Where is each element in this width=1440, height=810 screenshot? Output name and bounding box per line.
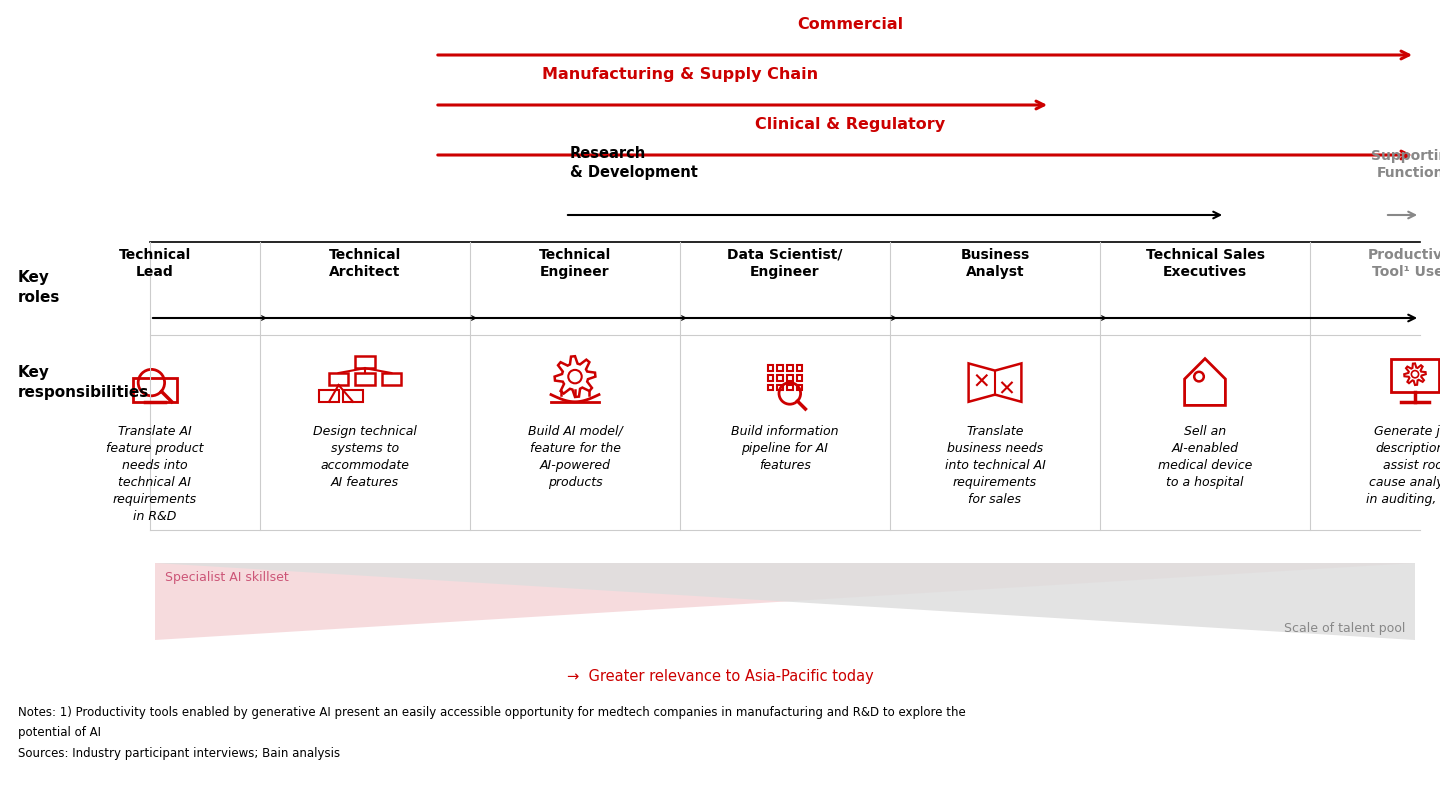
- Text: Commercial: Commercial: [796, 17, 903, 32]
- Text: Data Scientist/
Engineer: Data Scientist/ Engineer: [727, 248, 842, 279]
- FancyBboxPatch shape: [778, 375, 783, 381]
- FancyBboxPatch shape: [768, 385, 773, 390]
- FancyBboxPatch shape: [768, 365, 773, 371]
- FancyBboxPatch shape: [778, 385, 783, 390]
- FancyBboxPatch shape: [343, 390, 363, 402]
- Text: potential of AI: potential of AI: [17, 726, 101, 739]
- FancyBboxPatch shape: [786, 365, 792, 371]
- FancyBboxPatch shape: [356, 373, 374, 385]
- Text: Technical Sales
Executives: Technical Sales Executives: [1145, 248, 1264, 279]
- FancyBboxPatch shape: [328, 373, 348, 385]
- Text: Build information
pipeline for AI
features: Build information pipeline for AI featur…: [732, 425, 838, 472]
- Text: Technical
Engineer: Technical Engineer: [539, 248, 611, 279]
- FancyBboxPatch shape: [320, 390, 338, 402]
- FancyBboxPatch shape: [768, 375, 773, 381]
- Text: Translate AI
feature product
needs into
technical AI
requirements
in R&D: Translate AI feature product needs into …: [107, 425, 203, 523]
- Polygon shape: [156, 563, 1416, 640]
- Text: →  Greater relevance to Asia-Pacific today: → Greater relevance to Asia-Pacific toda…: [566, 668, 874, 684]
- Text: Sell an
AI-enabled
medical device
to a hospital: Sell an AI-enabled medical device to a h…: [1158, 425, 1253, 489]
- Text: Translate
business needs
into technical AI
requirements
for sales: Translate business needs into technical …: [945, 425, 1045, 506]
- Text: Design technical
systems to
accommodate
AI features: Design technical systems to accommodate …: [312, 425, 418, 489]
- FancyBboxPatch shape: [786, 385, 792, 390]
- Text: Generate job
descriptions,
assist root
cause analysis
in auditing, etc.: Generate job descriptions, assist root c…: [1367, 425, 1440, 506]
- FancyBboxPatch shape: [786, 375, 792, 381]
- Polygon shape: [156, 563, 1416, 640]
- FancyBboxPatch shape: [382, 373, 400, 385]
- Text: Technical
Lead: Technical Lead: [120, 248, 192, 279]
- FancyBboxPatch shape: [134, 377, 177, 402]
- FancyBboxPatch shape: [356, 356, 374, 369]
- Text: Manufacturing & Supply Chain: Manufacturing & Supply Chain: [541, 67, 818, 82]
- Text: Specialist AI skillset: Specialist AI skillset: [166, 571, 289, 584]
- Text: Clinical & Regulatory: Clinical & Regulatory: [755, 117, 945, 132]
- Text: Sources: Industry participant interviews; Bain analysis: Sources: Industry participant interviews…: [17, 747, 340, 760]
- Text: Build AI model/
feature for the
AI-powered
products: Build AI model/ feature for the AI-power…: [527, 425, 622, 489]
- Text: Scale of talent pool: Scale of talent pool: [1283, 622, 1405, 635]
- Text: Supporting
Functions: Supporting Functions: [1371, 149, 1440, 180]
- Text: Business
Analyst: Business Analyst: [960, 248, 1030, 279]
- FancyBboxPatch shape: [1391, 359, 1439, 392]
- FancyBboxPatch shape: [778, 365, 783, 371]
- Text: Key
roles: Key roles: [17, 270, 60, 305]
- Text: Research
& Development: Research & Development: [570, 147, 698, 180]
- Text: Key
responsibilities: Key responsibilities: [17, 365, 150, 400]
- Text: Productivity
Tool¹ Users: Productivity Tool¹ Users: [1368, 248, 1440, 279]
- Text: Technical
Architect: Technical Architect: [328, 248, 402, 279]
- FancyBboxPatch shape: [796, 385, 802, 390]
- FancyBboxPatch shape: [796, 365, 802, 371]
- Text: Notes: 1) Productivity tools enabled by generative AI present an easily accessib: Notes: 1) Productivity tools enabled by …: [17, 706, 966, 719]
- FancyBboxPatch shape: [796, 375, 802, 381]
